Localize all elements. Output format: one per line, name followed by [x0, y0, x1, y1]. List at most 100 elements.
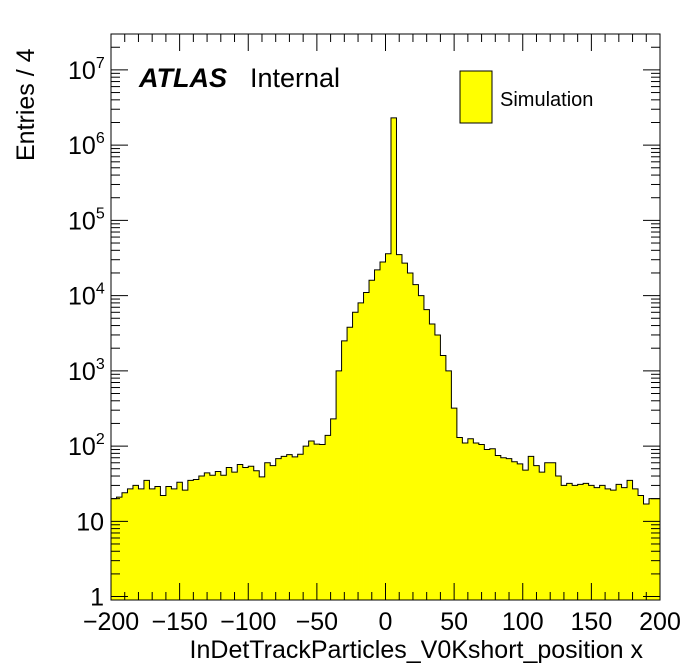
histogram-bin — [352, 312, 359, 600]
histogram-bin — [456, 437, 463, 600]
histogram-bin — [440, 355, 447, 600]
histogram-bin — [242, 467, 249, 600]
histogram-bin — [369, 280, 375, 600]
histogram-bin — [544, 462, 551, 600]
histogram-bin — [566, 483, 573, 600]
histogram-bin — [121, 492, 128, 600]
histogram-bin — [374, 269, 381, 600]
histogram-bin — [176, 482, 183, 600]
histogram-bin — [198, 476, 205, 600]
histogram-bin — [325, 435, 331, 600]
x-tick-label: 50 — [440, 608, 468, 636]
y-tick-label: 1 — [90, 584, 104, 612]
y-tick-label: 107 — [68, 55, 105, 85]
histogram-bin — [253, 470, 260, 600]
histogram-bin — [506, 458, 513, 600]
histogram-bin — [341, 340, 348, 600]
histogram-bin — [209, 475, 216, 600]
histogram-bin — [555, 476, 562, 600]
x-tick-label: 200 — [639, 608, 681, 636]
y-tick-label: 103 — [68, 356, 105, 386]
histogram-bin — [478, 444, 485, 600]
histogram-bin — [654, 498, 661, 600]
histogram-bin — [511, 461, 518, 600]
histogram-bin — [649, 498, 655, 600]
histogram-bin — [330, 418, 337, 600]
histogram-bin — [401, 263, 408, 600]
histogram-bin — [270, 465, 277, 600]
histogram-bin — [127, 488, 134, 600]
histogram-bin — [171, 488, 178, 600]
histogram-bin — [429, 323, 436, 600]
histogram-bin — [522, 470, 529, 600]
x-tick-label: −100 — [220, 608, 276, 636]
histogram-bin — [572, 485, 579, 600]
histogram-bin — [314, 444, 321, 600]
histogram-bin — [204, 472, 211, 600]
histogram-bin — [407, 272, 414, 600]
histogram-bin — [226, 467, 233, 600]
histogram-bin — [165, 486, 172, 600]
histogram-bin — [533, 465, 540, 600]
histogram-bin — [336, 370, 342, 600]
histogram-bin — [528, 456, 535, 600]
histogram-bin — [632, 488, 639, 600]
x-axis-title: InDetTrackParticles_V0Kshort_position x — [190, 636, 644, 664]
histogram-bin — [396, 254, 403, 601]
histogram-bin — [193, 479, 200, 600]
histogram-bins — [110, 117, 661, 601]
histogram-bin — [621, 487, 628, 600]
histogram-bin — [275, 458, 282, 600]
histogram-bin — [319, 444, 326, 600]
legend-swatch-simulation — [459, 70, 493, 124]
y-tick-label: 106 — [68, 130, 105, 160]
x-tick-label: −150 — [151, 608, 207, 636]
histogram-bin — [149, 488, 156, 600]
histogram-bin — [495, 455, 502, 600]
histogram-bin — [561, 485, 568, 600]
histogram-bin — [358, 302, 364, 600]
y-tick-label: 104 — [68, 281, 105, 311]
x-tick-labels: −200 −150 −100 −50 0 50 100 150 200 — [83, 608, 681, 636]
histogram-bin — [215, 471, 222, 600]
histogram-bin — [539, 472, 546, 600]
y-tick-labels: 1 10 102 103 104 105 106 107 — [68, 55, 105, 612]
y-axis-title: Entries / 4 — [12, 48, 40, 161]
histogram-bin — [594, 487, 601, 600]
histogram-bin — [111, 498, 117, 600]
histogram-bin — [292, 456, 299, 600]
histogram-bin — [160, 495, 167, 600]
histogram-bin — [473, 442, 480, 600]
histogram-bin — [445, 370, 452, 600]
x-tick-label: 0 — [379, 608, 393, 636]
legend: Simulation — [459, 70, 593, 124]
histogram-bin — [259, 476, 266, 600]
histogram-bin — [462, 442, 469, 600]
histogram-bin — [434, 334, 441, 600]
axis-ticks — [110, 33, 661, 600]
histogram-bin — [363, 292, 370, 600]
histogram-bin — [347, 327, 353, 600]
histogram-bin — [517, 463, 524, 600]
histogram-bin — [297, 454, 304, 600]
histogram-bin — [138, 488, 145, 600]
histogram-bin — [423, 309, 430, 600]
x-tick-label: −200 — [83, 608, 139, 636]
histogram-bin — [303, 446, 310, 600]
histogram-bin — [412, 284, 419, 600]
x-tick-label: 100 — [502, 608, 544, 636]
histogram-bin — [583, 483, 590, 600]
histogram-bin — [220, 475, 227, 600]
histogram-bin — [599, 485, 606, 600]
histogram-bin — [248, 466, 255, 600]
histogram-bin — [264, 462, 271, 600]
histogram-bin — [484, 449, 491, 600]
histogram-bin — [385, 253, 392, 600]
histogram-bin — [550, 462, 557, 600]
histogram-bin — [610, 490, 617, 600]
histogram-bin — [616, 484, 622, 600]
histogram-bin — [451, 408, 458, 600]
histogram-bin — [489, 448, 496, 600]
histogram-bin — [588, 485, 595, 600]
